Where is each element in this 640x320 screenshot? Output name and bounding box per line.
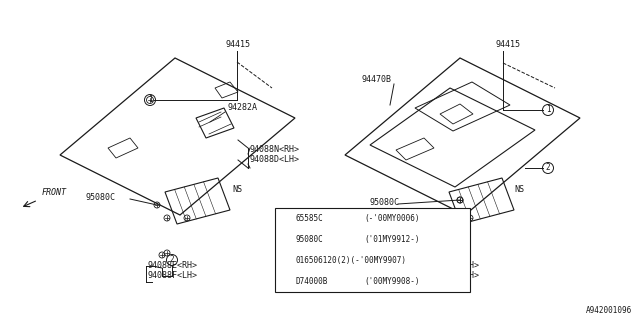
Text: 95080C: 95080C: [296, 235, 324, 244]
Text: 94282A: 94282A: [228, 103, 258, 112]
Text: 65585C: 65585C: [296, 214, 324, 223]
Text: 2: 2: [546, 164, 550, 172]
Text: B: B: [283, 258, 287, 263]
Text: D74000B: D74000B: [296, 277, 328, 286]
Text: 94415: 94415: [225, 40, 250, 49]
Text: 95080C: 95080C: [370, 198, 400, 207]
Text: NS: NS: [514, 185, 524, 194]
Text: 016506120(2)(-'00MY9907): 016506120(2)(-'00MY9907): [296, 256, 407, 265]
Text: 2: 2: [170, 255, 174, 265]
Text: A942001096: A942001096: [586, 306, 632, 315]
Text: 1: 1: [148, 95, 152, 105]
Text: 94088N<RH>: 94088N<RH>: [250, 145, 300, 154]
Text: NS: NS: [232, 185, 242, 194]
Bar: [275, 208, 470, 292]
Text: 94470B: 94470B: [362, 75, 392, 84]
Text: FRONT: FRONT: [42, 188, 67, 197]
Text: 94415: 94415: [495, 40, 520, 49]
Text: 2: 2: [283, 277, 287, 286]
Text: ('01MY9912-): ('01MY9912-): [364, 235, 419, 244]
Text: 95080C: 95080C: [86, 193, 116, 202]
Text: ('00MY9908-): ('00MY9908-): [364, 277, 419, 286]
Text: 1: 1: [546, 106, 550, 115]
Text: 94088F<LH>: 94088F<LH>: [430, 271, 480, 280]
Text: 94088E<RH>: 94088E<RH>: [148, 261, 198, 270]
Text: 2: 2: [450, 258, 454, 267]
Text: (-'00MY0006): (-'00MY0006): [364, 214, 419, 223]
Text: 94088F<LH>: 94088F<LH>: [148, 271, 198, 280]
Text: 1: 1: [283, 214, 287, 223]
Text: 94088D<LH>: 94088D<LH>: [250, 155, 300, 164]
Text: 94088E<RH>: 94088E<RH>: [430, 261, 480, 270]
